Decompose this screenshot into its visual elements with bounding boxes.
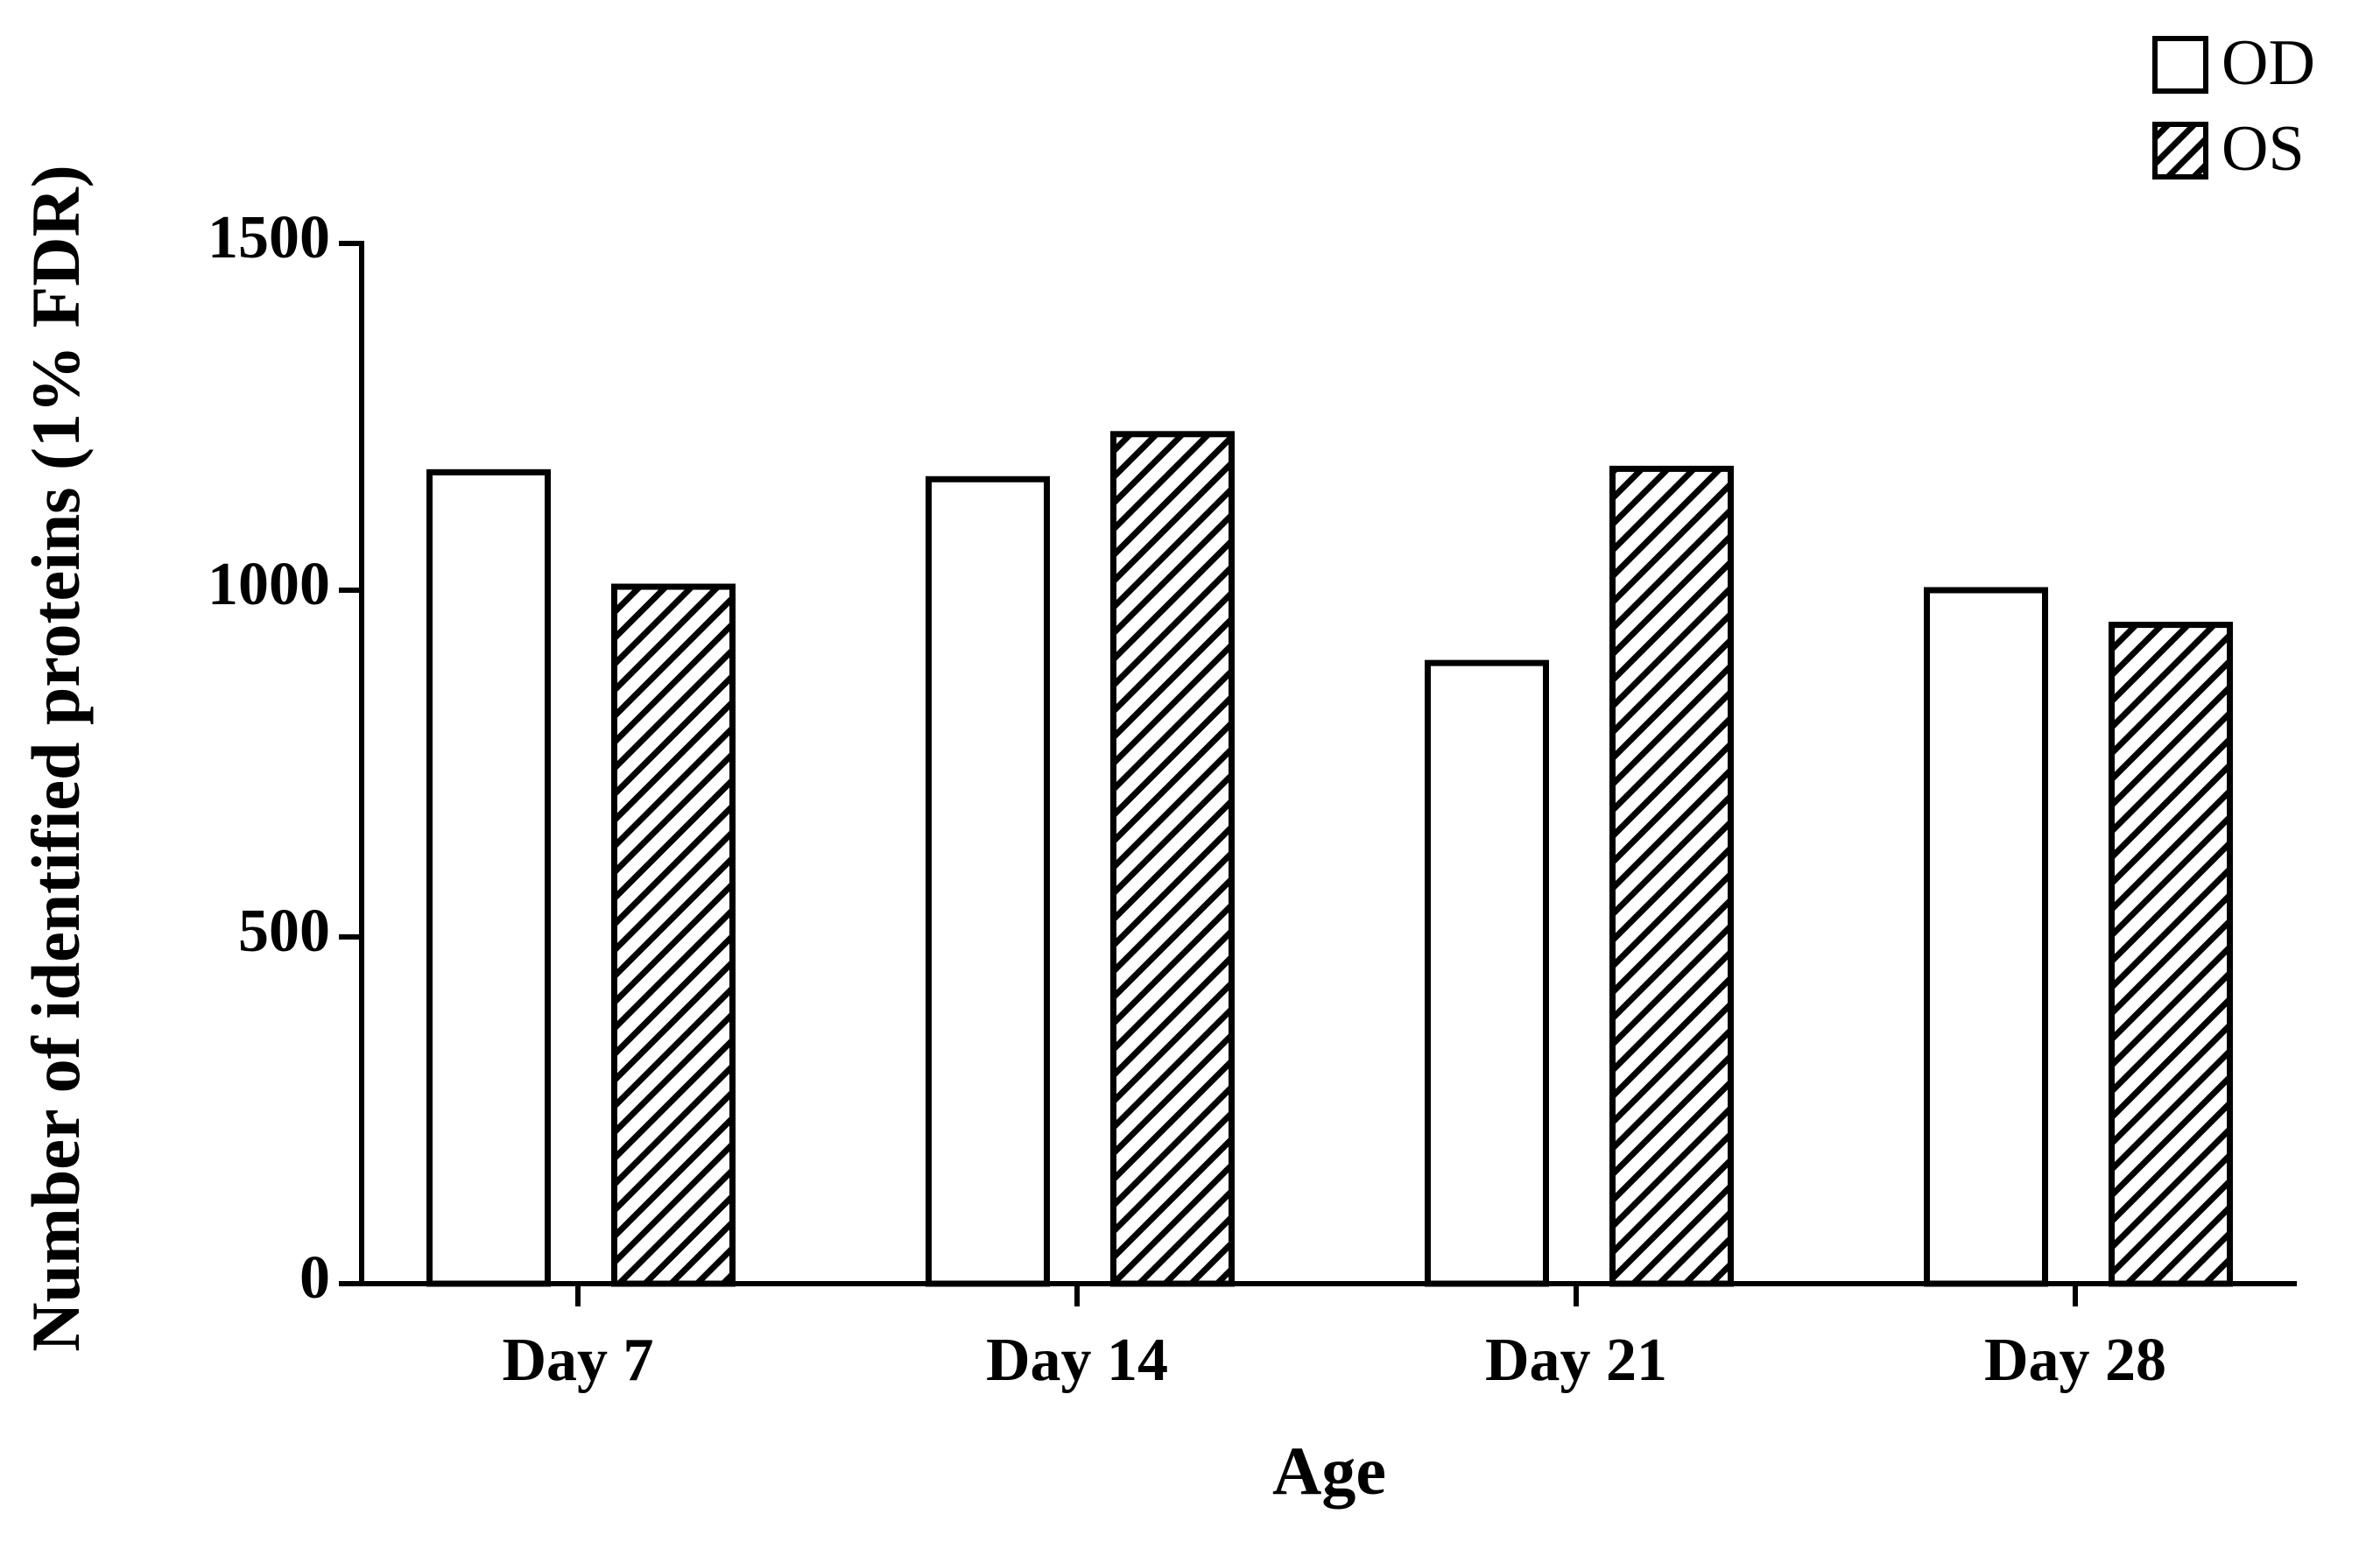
bar [1609,465,1734,1287]
x-tick-label: Day 28 [1984,1327,2166,1394]
x-axis-title: Age [1272,1433,1386,1509]
legend-label: OS [2222,113,2305,185]
y-tick-label: 1500 [208,204,330,271]
y-axis-title: Number of identified proteins (1% FDR) [18,165,94,1352]
bar [426,468,551,1287]
y-tick-label: 0 [299,1244,330,1312]
bar [1110,431,1235,1287]
y-tick-label: 500 [238,898,330,965]
y-tick-label: 1000 [208,551,330,618]
bar [611,583,736,1287]
x-tick-label: Day 14 [986,1327,1168,1394]
bar [1924,587,2048,1287]
bar [926,475,1050,1287]
legend-label: OD [2222,27,2315,99]
x-tick-label: Day 21 [1485,1327,1667,1394]
bar [1425,659,1549,1287]
bar [2109,622,2233,1287]
legend-swatch [2152,122,2208,180]
x-tick-label: Day 7 [502,1327,653,1394]
legend-swatch [2152,36,2208,94]
